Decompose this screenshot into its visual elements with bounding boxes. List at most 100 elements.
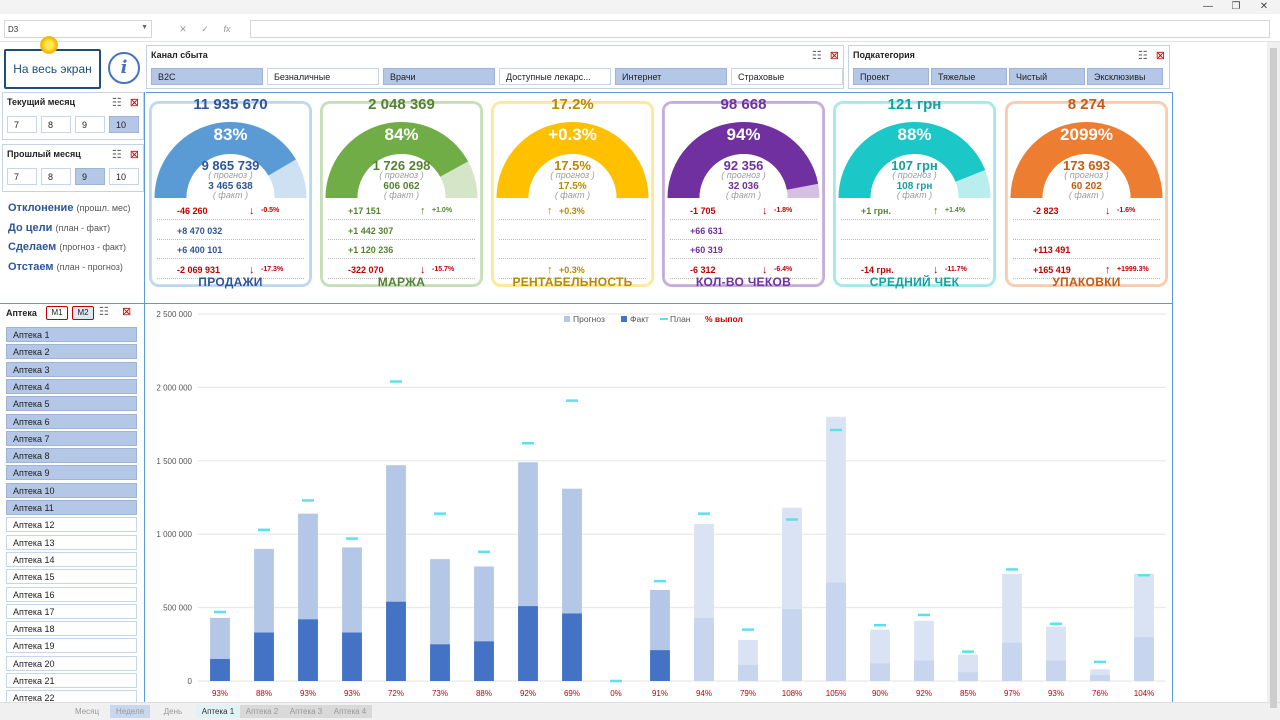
metric-value: +1 442 307 [348,225,394,236]
month-option[interactable]: 7 [7,168,37,185]
info-button[interactable]: i [108,52,140,84]
name-box[interactable]: D3 ▼ [4,20,152,38]
channel-option[interactable]: Врачи [383,68,495,85]
kpi-row-label-main: Отклонение [8,202,74,214]
fact-bar [694,617,714,681]
previous-month-slicer: Прошлый месяц ☷ ⊠ 7 8 9 10 [2,144,144,192]
legend-label: Прогноз [573,314,605,324]
apteka-slicer-title: Аптека [6,308,37,318]
clear-filter-icon[interactable]: ⊠ [129,149,139,161]
channel-option[interactable]: Доступные лекарс... [499,68,611,85]
month-option[interactable]: 10 [109,168,139,185]
percent-label: 88% [476,689,492,698]
subcategory-option[interactable]: Чистый [1009,68,1085,85]
month-option[interactable]: 8 [41,168,71,185]
apteka-option[interactable]: Аптека 8 [6,448,137,464]
channel-option[interactable]: Страховые [731,68,843,85]
sheet-tab[interactable]: Аптека 1 [196,705,240,718]
multi-select-icon[interactable]: ☷ [1137,50,1148,62]
apteka-option[interactable]: Аптека 4 [6,378,137,394]
card-metric-row: ↑ +0.3% [499,260,646,279]
minimize-button[interactable]: — [1203,1,1213,12]
formula-input[interactable] [250,20,1270,38]
multi-select-icon[interactable]: ☷ [811,50,822,62]
scrollbar-thumb[interactable] [1270,48,1277,708]
fact-bar [430,644,450,681]
sheet-tab[interactable]: Неделя [110,705,150,718]
apteka-option[interactable]: Аптека 6 [6,413,137,429]
apteka-option[interactable]: Аптека 15 [6,569,137,585]
vertical-scrollbar[interactable] [1267,42,1280,708]
card-metric-row: -2 823 ↓ -1.6% [1013,201,1160,220]
sheet-tab[interactable]: Месяц [74,707,100,716]
fx-icon[interactable]: fx [223,24,231,34]
month-option[interactable]: 10 [109,116,139,133]
fact-bar [210,658,230,681]
month-option[interactable]: 8 [41,116,71,133]
percent-label: 92% [916,689,932,698]
apteka-option[interactable]: Аптека 20 [6,655,137,671]
chevron-down-icon[interactable]: ▼ [141,24,148,31]
legend-label: Факт [630,314,649,324]
cancel-icon[interactable]: ✕ [179,24,187,34]
apteka-option[interactable]: Аптека 17 [6,603,137,619]
apteka-option[interactable]: Аптека 10 [6,482,137,498]
month-option[interactable]: 9 [75,168,105,185]
apteka-option[interactable]: Аптека 11 [6,500,137,515]
subcategory-option[interactable]: Эксклюзивы [1087,68,1163,85]
apteka-option[interactable]: Аптека 18 [6,621,137,637]
apteka-option[interactable]: Аптека 3 [6,361,137,377]
divider [144,92,145,702]
sheet-tab[interactable]: День [163,707,183,716]
card-title: РЕНТАБЕЛЬНОСТЬ [512,275,633,289]
channel-option[interactable]: Интернет [615,68,727,85]
metric-percent: +1.4% [945,207,966,214]
gauge-percent: 88% [897,125,932,144]
month-option[interactable]: 7 [7,116,37,133]
apteka-option[interactable]: Аптека 7 [6,430,137,446]
m2-button[interactable]: M2 [72,306,94,320]
apteka-option[interactable]: Аптека 14 [6,551,137,567]
clear-filter-icon[interactable]: ⊠ [1155,50,1165,62]
apteka-option[interactable]: Аптека 16 [6,586,137,602]
sheet-tab[interactable]: Аптека 2 [240,705,284,718]
multi-select-icon[interactable]: ☷ [99,306,109,318]
kpi-row-label-sub: (прошл. мес) [76,203,131,213]
channel-slicer: Канал сбыта ☷ ⊠ B2C Безналичные Врачи Доступ… [146,45,844,89]
metric-percent: -17.3% [261,265,284,273]
apteka-option[interactable]: Аптека 1 [6,327,137,342]
month-option[interactable]: 9 [75,116,105,133]
apteka-option[interactable]: Аптека 2 [6,344,137,360]
forecast-value: 173 693 [1063,158,1110,173]
clear-filter-icon[interactable]: ⊠ [122,306,132,318]
apteka-option[interactable]: Аптека 9 [6,465,137,481]
gauge-chart [154,121,307,202]
clear-filter-icon[interactable]: ⊠ [129,97,139,109]
kpi-card: 17.2% +0.3% 17.5%( прогноз ) 17.5%( факт ) ↑… [491,96,654,289]
apteka-option[interactable]: Аптека 12 [6,517,137,533]
m1-button[interactable]: M1 [46,306,68,320]
apteka-option[interactable]: Аптека 19 [6,638,137,654]
metric-value: +17 151 [348,206,381,216]
card-metric-row: +1 грн. ↑ +1.4% [841,201,988,220]
card-title: СРЕДНИЙ ЧЕК [869,275,960,289]
sheet-tab[interactable]: Аптека 4 [328,705,372,718]
clear-filter-icon[interactable]: ⊠ [829,50,839,62]
apteka-option[interactable]: Аптека 13 [6,534,137,550]
restore-button[interactable]: ❐ [1231,1,1241,12]
close-button[interactable]: ✕ [1259,1,1269,12]
multi-select-icon[interactable]: ☷ [111,97,122,109]
subcategory-option[interactable]: Тяжелые [931,68,1007,85]
metric-value: +6 400 101 [177,245,223,255]
full-screen-button[interactable]: На весь экран [4,49,101,89]
apteka-option[interactable]: Аптека 5 [6,396,137,412]
channel-option[interactable]: Безналичные [267,68,379,85]
sheet-tab[interactable]: Аптека 3 [284,705,328,718]
metric-value: +60 319 [690,245,723,255]
channel-option[interactable]: B2C [151,68,263,85]
multi-select-icon[interactable]: ☷ [111,149,122,161]
apteka-option[interactable]: Аптека 21 [6,673,137,688]
enter-icon[interactable]: ✓ [201,24,209,34]
kpi-row-label-main: Отстаем [8,260,54,273]
subcategory-option[interactable]: Проект [853,68,929,85]
